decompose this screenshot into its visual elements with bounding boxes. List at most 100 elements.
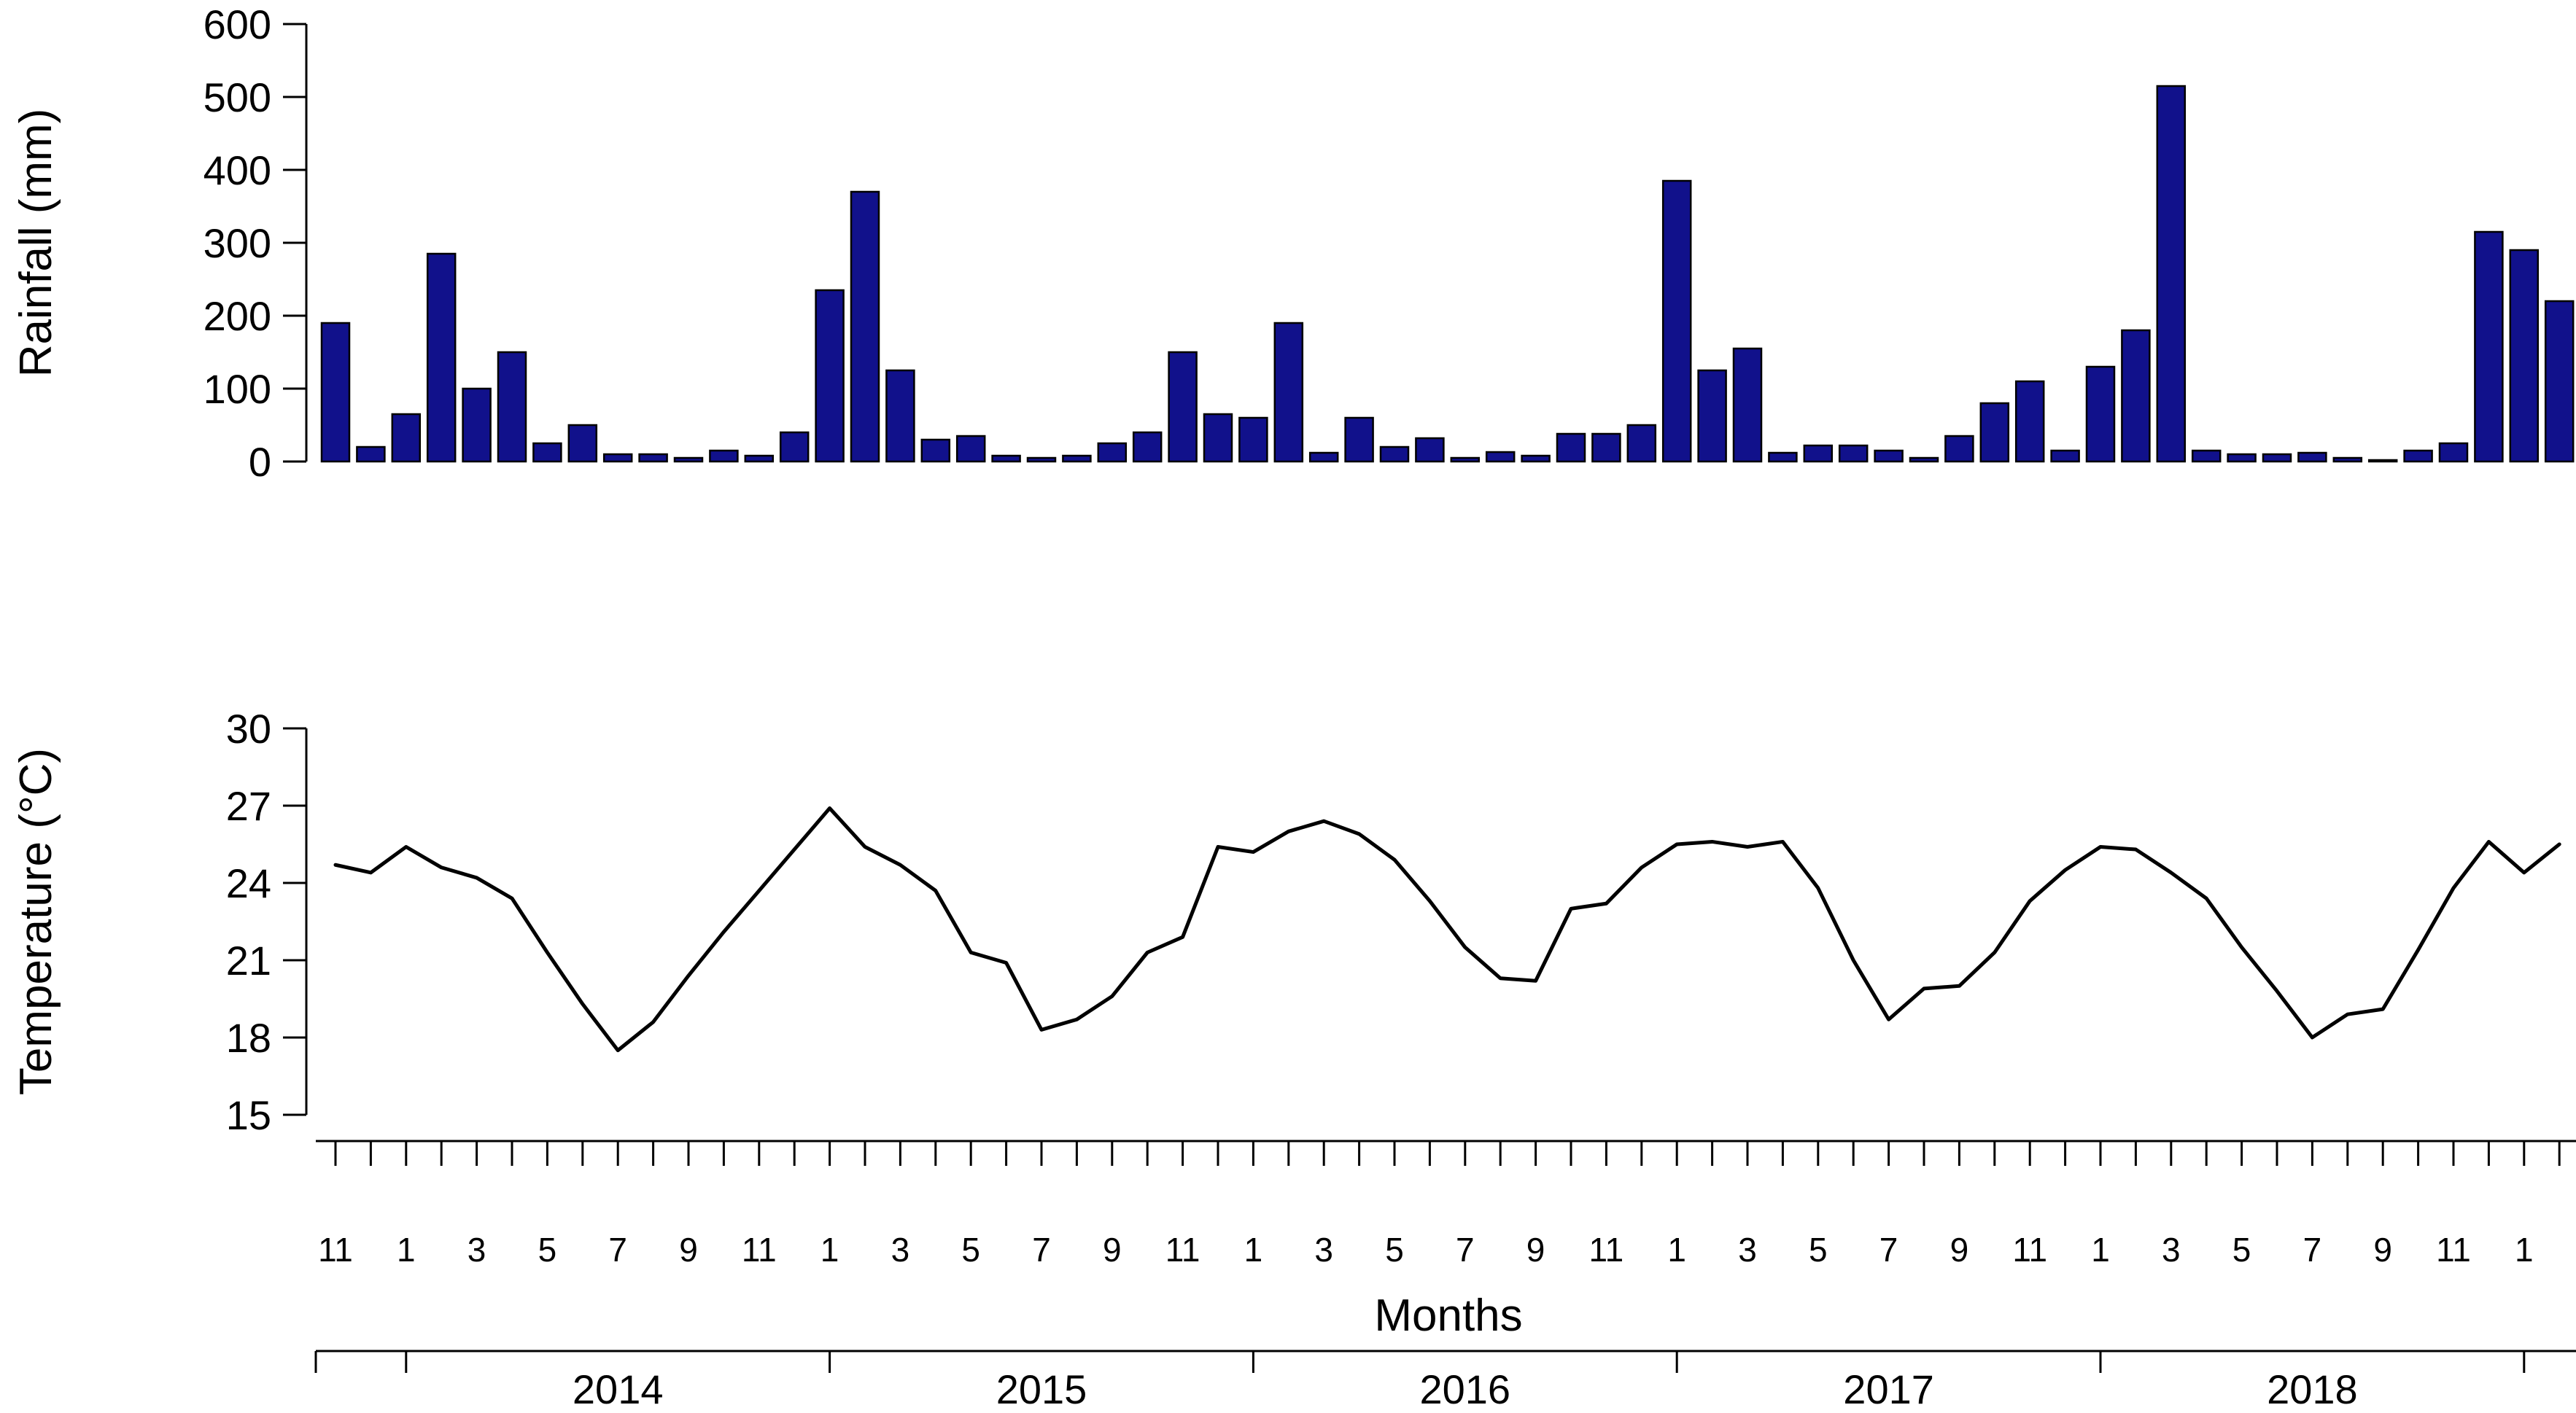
rainfall-bar-2014-03 — [462, 387, 492, 463]
month-tick-label: 1 — [1667, 1231, 1686, 1269]
rainfall-bar-2017-01 — [1661, 179, 1692, 463]
rainfall-bar-2016-08 — [1485, 451, 1516, 463]
temperature-axis-title: Temperature (°C) — [11, 748, 61, 1095]
temperature-y-tick-label: 27 — [226, 783, 271, 829]
rainfall-bar-2014-07 — [602, 453, 633, 463]
rainfall-bar-2016-11 — [1591, 432, 1621, 463]
month-tick-label: 5 — [1385, 1231, 1404, 1269]
rainfall-bar-2018-11 — [2438, 442, 2469, 463]
month-tick-label: 5 — [538, 1231, 557, 1269]
rainfall-axis-title: Rainfall (mm) — [11, 109, 61, 378]
month-tick-label: 9 — [1950, 1231, 1969, 1269]
month-tick-label: 11 — [318, 1231, 353, 1269]
month-tick-label: 3 — [1738, 1231, 1757, 1269]
rainfall-bar-2015-11 — [1168, 351, 1198, 463]
month-tick-label: 1 — [2515, 1231, 2534, 1269]
rainfall-bar-2013-11 — [320, 322, 351, 463]
year-label: 2018 — [2267, 1366, 2358, 1412]
rainfall-bar-2018-04 — [2191, 449, 2222, 463]
rainfall-bar-2015-10 — [1132, 431, 1163, 463]
rainfall-bar-2014-04 — [497, 351, 527, 463]
rainfall-bar-2017-06 — [1838, 444, 1869, 463]
month-tick-label: 9 — [679, 1231, 698, 1269]
rainfall-bar-2014-09 — [673, 456, 704, 463]
rainfall-bar-2017-05 — [1803, 444, 1834, 463]
rainfall-bar-2015-05 — [955, 435, 986, 463]
rainfall-bar-2018-07 — [2297, 451, 2327, 463]
year-label: 2017 — [1843, 1366, 1934, 1412]
rainfall-bar-2018-01 — [2085, 365, 2116, 463]
month-tick-label: 11 — [742, 1231, 777, 1269]
rainfall-bar-2014-05 — [532, 442, 562, 463]
rainfall-bar-2015-07 — [1026, 456, 1057, 463]
rainfall-bar-2017-10 — [1979, 402, 2010, 463]
rainfall-bar-2016-09 — [1521, 454, 1551, 463]
month-tick-label: 7 — [1879, 1231, 1898, 1269]
rainfall-bar-2014-01 — [391, 413, 422, 463]
rainfall-bar-2016-04 — [1344, 416, 1374, 463]
rainfall-bar-2016-01 — [1238, 416, 1268, 463]
rainfall-bar-2017-09 — [1944, 435, 1974, 463]
month-tick-label: 7 — [2303, 1231, 2322, 1269]
rainfall-bar-2017-07 — [1874, 449, 1904, 463]
month-tick-label: 7 — [608, 1231, 627, 1269]
year-label: 2015 — [996, 1366, 1087, 1412]
rainfall-y-tick-label: 200 — [203, 293, 271, 339]
months-axis-title: Months — [1374, 1291, 1522, 1341]
temperature-chart: 15 18 21 24 27 30 — [226, 706, 2561, 1138]
month-tick-label: 7 — [1456, 1231, 1475, 1269]
temperature-y-tick-label: 15 — [226, 1092, 271, 1138]
rainfall-bar-2015-12 — [1203, 413, 1233, 463]
month-tick-label: 3 — [891, 1231, 910, 1269]
temperature-y-tick-label: 24 — [226, 860, 271, 906]
rainfall-bar-2014-08 — [638, 453, 668, 463]
month-tick-label: 1 — [2091, 1231, 2110, 1269]
rainfall-bar-2018-03 — [2156, 85, 2187, 463]
rainfall-bar-2015-08 — [1062, 454, 1092, 463]
month-axis: 11 1 3 5 7 9 11 1 3 5 7 9 11 1 3 5 7 9 11 1 3 5 7 9 11 1 3 5 7 9 11 1 — [316, 1140, 2576, 1269]
rainfall-y-tick-label: 500 — [203, 74, 271, 120]
rainfall-bar-2014-10 — [709, 449, 739, 463]
rainfall-bar-2014-12 — [779, 431, 810, 463]
temperature-y-tick-label: 18 — [226, 1015, 271, 1061]
month-tick-label: 3 — [2162, 1231, 2181, 1269]
rainfall-chart: 0 100 200 300 400 500 600 — [203, 1, 2575, 485]
month-tick-label: 7 — [1032, 1231, 1051, 1269]
rainfall-bar-2018-10 — [2403, 449, 2433, 463]
year-label: 2016 — [1420, 1366, 1511, 1412]
rainfall-bar-2015-01 — [815, 289, 845, 463]
month-tick-label: 9 — [2373, 1231, 2392, 1269]
rainfall-bar-2019-01 — [2509, 249, 2540, 463]
rainfall-bar-2017-11 — [2014, 380, 2045, 463]
rainfall-bar-2016-02 — [1273, 322, 1304, 463]
rainfall-bar-2015-06 — [991, 454, 1021, 463]
temperature-y-tick-label: 21 — [226, 938, 271, 984]
month-tick-label: 1 — [820, 1231, 839, 1269]
rainfall-bar-2017-04 — [1768, 451, 1798, 463]
rainfall-bar-2016-12 — [1626, 424, 1657, 463]
month-tick-label: 1 — [397, 1231, 416, 1269]
year-label: 2014 — [573, 1366, 664, 1412]
rainfall-bar-2016-10 — [1556, 432, 1586, 463]
rainfall-bar-2014-02 — [426, 252, 457, 463]
rainfall-y-tick-label: 600 — [203, 1, 271, 47]
rainfall-y-tick-label: 0 — [249, 439, 271, 485]
rainfall-bar-2017-08 — [1909, 456, 1939, 463]
rainfall-y-tick-label: 400 — [203, 147, 271, 193]
month-tick-label: 11 — [1165, 1231, 1200, 1269]
rainfall-bar-2014-11 — [744, 454, 775, 463]
month-tick-label: 11 — [2436, 1231, 2471, 1269]
rainfall-bar-2017-03 — [1732, 347, 1763, 463]
rainfall-bar-2015-02 — [850, 190, 880, 463]
temperature-y-tick-label: 30 — [226, 706, 271, 752]
rainfall-bar-2015-03 — [885, 369, 915, 463]
month-tick-label: 9 — [1103, 1231, 1122, 1269]
rainfall-bar-2017-12 — [2050, 449, 2080, 463]
rainfall-bar-2019-02 — [2544, 300, 2575, 463]
month-tick-label: 11 — [1589, 1231, 1624, 1269]
rainfall-bar-2016-07 — [1450, 456, 1481, 463]
rainfall-bar-2015-09 — [1097, 442, 1128, 463]
month-tick-label: 5 — [961, 1231, 980, 1269]
rainfall-y-tick-label: 100 — [203, 366, 271, 412]
